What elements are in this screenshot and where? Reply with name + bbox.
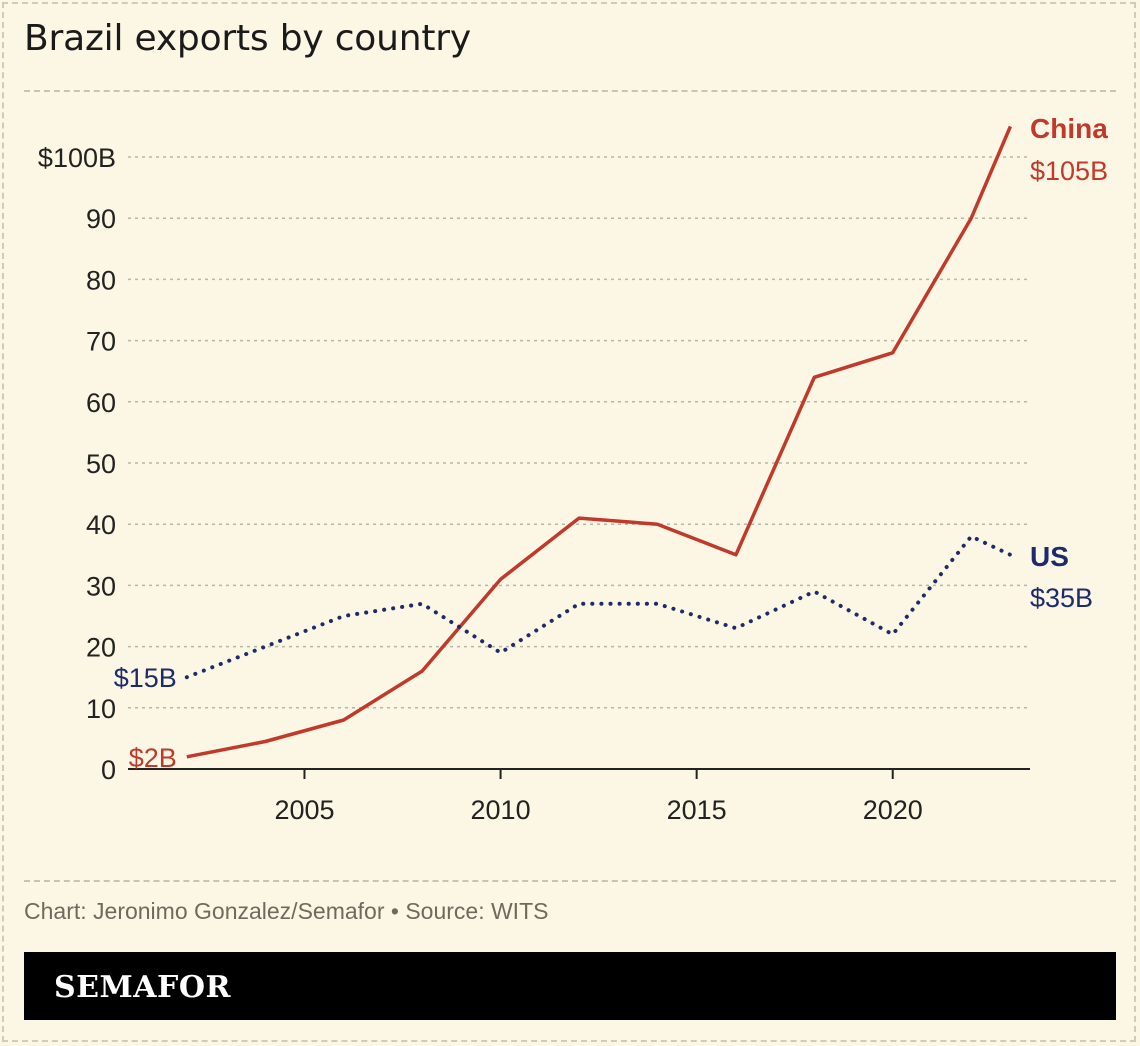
series-name-label-us: US bbox=[1030, 541, 1069, 572]
series-name-label-china: China bbox=[1030, 113, 1108, 144]
chart-credit: Chart: Jeronimo Gonzalez/Semafor • Sourc… bbox=[24, 898, 549, 924]
y-tick-label: 90 bbox=[86, 204, 116, 234]
y-tick-label: 30 bbox=[86, 571, 116, 601]
y-tick-label: 60 bbox=[86, 388, 116, 418]
y-tick-label: $100B bbox=[38, 143, 116, 173]
x-tick-label: 2010 bbox=[471, 795, 531, 825]
top-divider bbox=[24, 90, 1116, 92]
y-tick-label: 20 bbox=[86, 633, 116, 663]
start-value-label-us: $15B bbox=[114, 663, 177, 693]
bottom-divider bbox=[24, 880, 1116, 882]
series-line-us bbox=[184, 534, 1013, 680]
x-tick-label: 2015 bbox=[667, 795, 727, 825]
grid-layer bbox=[128, 156, 1030, 709]
axis-layer: 0 10 20 30 40 50 60 70 80 90 $100B 2005 2010 2015 2020 bbox=[38, 143, 1030, 825]
series-line-china bbox=[186, 125, 1013, 759]
y-tick-label: 50 bbox=[86, 449, 116, 479]
y-tick-label: 40 bbox=[86, 510, 116, 540]
end-value-label-us: $35B bbox=[1030, 583, 1093, 613]
x-tick-label: 2005 bbox=[274, 795, 334, 825]
y-tick-label: 10 bbox=[86, 694, 116, 724]
brand-logo: SEMAFOR bbox=[54, 970, 231, 1005]
chart-title: Brazil exports by country bbox=[24, 18, 471, 59]
y-tick-label: 70 bbox=[86, 327, 116, 357]
x-tick-label: 2020 bbox=[863, 795, 923, 825]
end-value-label-china: $105B bbox=[1030, 156, 1108, 186]
brand-bar: SEMAFOR bbox=[24, 952, 1116, 1020]
y-tick-label: 0 bbox=[101, 755, 116, 785]
series-layer bbox=[184, 125, 1013, 759]
label-layer: China $105B $2B US $35B $15B bbox=[114, 113, 1108, 773]
start-value-label-china: $2B bbox=[129, 743, 177, 773]
y-tick-label: 80 bbox=[86, 265, 116, 295]
